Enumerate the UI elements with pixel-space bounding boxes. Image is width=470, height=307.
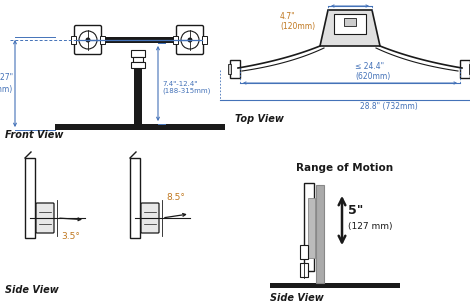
Bar	[334, 14, 366, 34]
Text: 4.7"
(120mm): 4.7" (120mm)	[280, 12, 315, 31]
Circle shape	[188, 37, 193, 42]
FancyBboxPatch shape	[36, 203, 54, 233]
Bar	[131, 62, 145, 68]
Text: (127 mm): (127 mm)	[348, 221, 392, 231]
Bar	[78, 37, 200, 43]
Bar	[133, 57, 143, 62]
Text: 3.5°: 3.5°	[61, 232, 80, 241]
Bar	[25, 158, 35, 238]
Bar	[131, 50, 145, 57]
FancyBboxPatch shape	[141, 203, 159, 233]
Text: 28.8" (732mm): 28.8" (732mm)	[360, 102, 418, 111]
Bar	[316, 185, 324, 283]
Text: 5": 5"	[348, 204, 363, 217]
Bar	[270, 283, 400, 288]
Text: 8.5°: 8.5°	[166, 193, 185, 202]
FancyBboxPatch shape	[75, 25, 102, 55]
Text: 7.4"-12.4"
(188-315mm): 7.4"-12.4" (188-315mm)	[162, 80, 211, 95]
Bar	[300, 263, 308, 277]
Bar	[100, 36, 105, 44]
Bar	[71, 36, 76, 44]
Text: Front View: Front View	[5, 130, 63, 140]
Bar	[300, 245, 308, 259]
Bar	[228, 64, 231, 74]
Polygon shape	[320, 10, 380, 46]
Circle shape	[181, 31, 199, 49]
Bar	[460, 60, 470, 78]
Bar	[202, 36, 207, 44]
Circle shape	[86, 37, 91, 42]
Text: Range of Motion: Range of Motion	[297, 163, 393, 173]
Bar	[308, 198, 315, 258]
Text: ≤ 24.4"
(620mm): ≤ 24.4" (620mm)	[355, 62, 390, 81]
Text: Side View: Side View	[270, 293, 324, 303]
Text: Side View: Side View	[5, 285, 59, 295]
Text: Top View: Top View	[235, 114, 284, 124]
Bar	[130, 158, 140, 238]
Bar	[173, 36, 178, 44]
Bar	[344, 18, 356, 26]
Bar	[55, 124, 225, 130]
Text: 17.27"
(438mm): 17.27" (438mm)	[0, 73, 13, 94]
FancyBboxPatch shape	[177, 25, 204, 55]
Bar	[469, 64, 470, 74]
Bar	[134, 52, 142, 124]
Circle shape	[79, 31, 97, 49]
Bar	[230, 60, 240, 78]
Bar	[304, 183, 314, 271]
